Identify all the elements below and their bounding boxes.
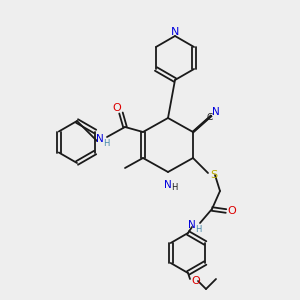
Text: N: N <box>188 220 196 230</box>
Text: O: O <box>112 103 122 113</box>
Text: C: C <box>207 112 213 122</box>
Text: S: S <box>210 170 218 180</box>
Text: H: H <box>103 140 109 148</box>
Text: H: H <box>195 224 201 233</box>
Text: H: H <box>171 183 177 192</box>
Text: N: N <box>171 27 179 37</box>
Text: O: O <box>228 206 236 216</box>
Text: N: N <box>96 134 104 144</box>
Text: N: N <box>164 180 172 190</box>
Text: N: N <box>212 107 220 117</box>
Text: O: O <box>192 276 200 286</box>
